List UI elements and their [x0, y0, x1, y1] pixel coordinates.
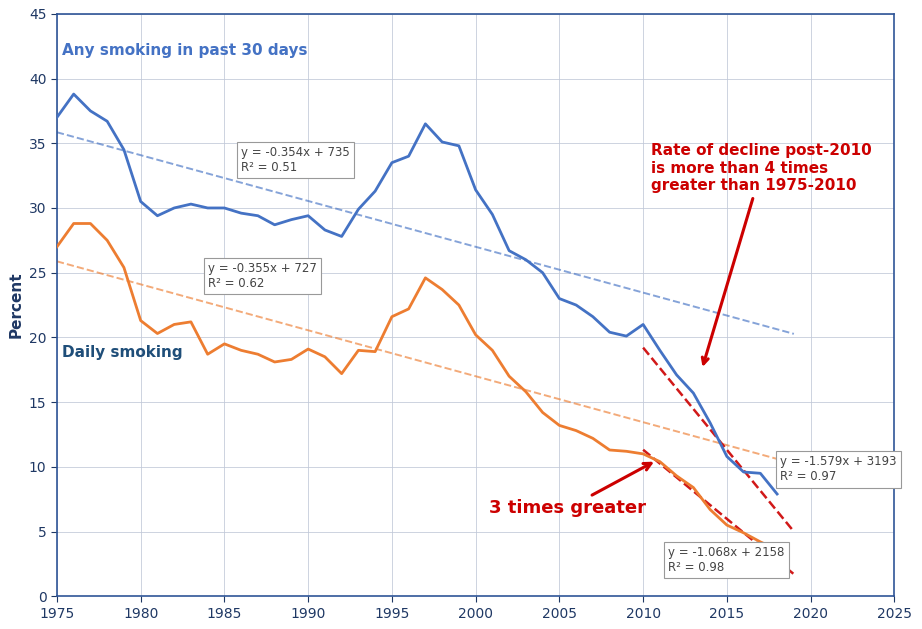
Text: Any smoking in past 30 days: Any smoking in past 30 days	[62, 43, 307, 58]
Text: y = -1.579x + 3193
R² = 0.97: y = -1.579x + 3193 R² = 0.97	[780, 455, 897, 484]
Text: Rate of decline post-2010
is more than 4 times
greater than 1975-2010: Rate of decline post-2010 is more than 4…	[652, 143, 872, 364]
Y-axis label: Percent: Percent	[8, 272, 23, 338]
Text: Daily smoking: Daily smoking	[62, 345, 183, 360]
Text: y = -0.354x + 735
R² = 0.51: y = -0.354x + 735 R² = 0.51	[242, 146, 350, 174]
Text: y = -0.355x + 727
R² = 0.62: y = -0.355x + 727 R² = 0.62	[207, 262, 316, 291]
Text: y = -1.068x + 2158
R² = 0.98: y = -1.068x + 2158 R² = 0.98	[668, 546, 785, 574]
Text: 3 times greater: 3 times greater	[490, 464, 651, 517]
